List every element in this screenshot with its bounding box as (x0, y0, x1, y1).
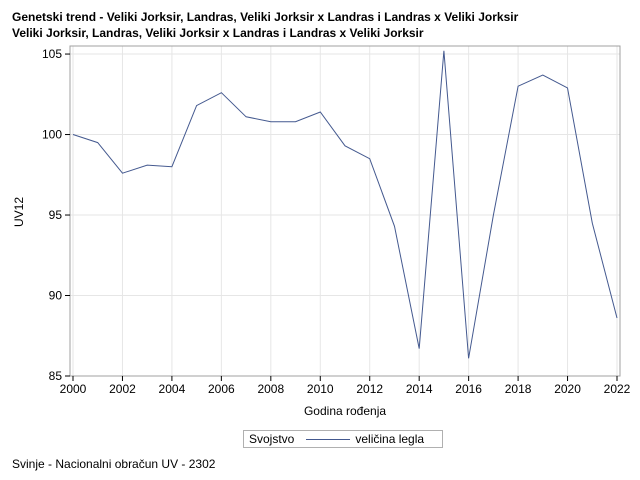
x-tick-label: 2004 (159, 382, 186, 396)
x-tick-label: 2014 (406, 382, 433, 396)
data-point (196, 105, 197, 106)
data-point (369, 158, 370, 159)
x-tick-label: 2022 (604, 382, 631, 396)
data-point (567, 87, 568, 88)
data-point (394, 226, 395, 227)
chart-title-line-2: Veliki Jorksir, Landras, Veliki Jorksir … (12, 26, 424, 40)
x-axis-label: Godina rođenja (304, 404, 386, 418)
axis-ticks: 2000 2002 2004 2006 2008 2010 2012 2014 2016 2018… (42, 47, 631, 396)
data-point (616, 317, 617, 318)
data-point (295, 121, 296, 122)
data-point (344, 145, 345, 146)
y-tick-label: 90 (49, 289, 63, 303)
data-point (493, 214, 494, 215)
y-tick-label: 100 (42, 128, 62, 142)
x-tick-label: 2016 (455, 382, 482, 396)
data-point (122, 173, 123, 174)
y-axis-label: UV12 (12, 197, 26, 227)
data-point (72, 134, 73, 135)
x-tick-label: 2018 (505, 382, 532, 396)
data-point (468, 358, 469, 359)
x-tick-label: 2012 (356, 382, 383, 396)
data-point (171, 166, 172, 167)
plot-area (69, 45, 621, 377)
x-tick-label: 2010 (307, 382, 334, 396)
data-point (245, 116, 246, 117)
y-tick-label: 85 (49, 369, 63, 383)
y-tick-label: 105 (42, 47, 62, 61)
data-point (419, 348, 420, 349)
x-tick-label: 2006 (208, 382, 235, 396)
data-point (443, 50, 444, 51)
data-point (592, 222, 593, 223)
footnote: Svinje - Nacionalni obračun UV - 2302 (12, 457, 216, 471)
grid (70, 46, 620, 377)
x-tick-label: 2020 (554, 382, 581, 396)
data-point (147, 165, 148, 166)
data-point (320, 111, 321, 112)
legend-line-swatch (306, 438, 351, 440)
data-point (221, 92, 222, 93)
legend: Svojstvo veličina legla (243, 430, 443, 448)
data-point (97, 142, 98, 143)
series-layer (72, 50, 618, 359)
legend-title: Svojstvo (249, 432, 295, 446)
x-tick-label: 2000 (60, 382, 87, 396)
x-tick-label: 2002 (109, 382, 136, 396)
data-point (270, 121, 271, 122)
series-line (72, 50, 618, 359)
data-point (542, 74, 543, 75)
y-tick-label: 95 (49, 208, 63, 222)
x-tick-label: 2008 (257, 382, 284, 396)
chart-title-line-1: Genetski trend - Veliki Jorksir, Landras… (12, 10, 519, 24)
data-point (517, 86, 518, 87)
legend-series-label: veličina legla (355, 432, 425, 446)
